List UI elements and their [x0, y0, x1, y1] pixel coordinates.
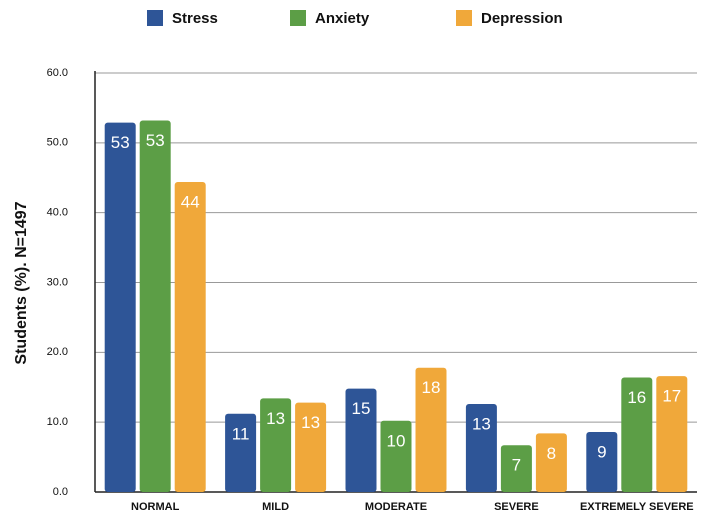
value-label: 15	[352, 399, 371, 418]
value-label: 16	[627, 388, 646, 407]
y-tick-label: 60.0	[47, 67, 68, 79]
value-label: 11	[232, 424, 250, 443]
y-tick-label: 10.0	[47, 416, 68, 428]
y-axis-label: Students (%). N=1497	[13, 201, 30, 364]
bar	[656, 376, 688, 492]
bar	[465, 404, 497, 492]
y-tick-label: 30.0	[47, 276, 68, 288]
y-tick-label: 40.0	[47, 207, 68, 219]
value-label: 13	[472, 414, 491, 433]
value-label: 13	[301, 413, 320, 432]
value-label: 7	[512, 456, 521, 475]
legend-swatch	[147, 10, 163, 26]
bar	[415, 367, 447, 492]
y-tick-label: 50.0	[47, 137, 68, 149]
value-label: 17	[662, 387, 681, 406]
value-label: 9	[597, 442, 606, 461]
bar	[260, 398, 292, 492]
bar	[535, 433, 567, 492]
legend-swatch	[456, 10, 472, 26]
value-label: 53	[146, 131, 165, 150]
value-label: 44	[181, 192, 200, 211]
bar	[225, 413, 257, 492]
x-tick-label: NORMAL	[131, 501, 180, 513]
legend-label: Depression	[481, 10, 563, 27]
value-label: 10	[387, 431, 406, 450]
value-label: 8	[547, 444, 556, 463]
bar	[139, 120, 171, 492]
bar	[500, 445, 532, 492]
bar	[104, 122, 136, 492]
legend-label: Stress	[172, 10, 218, 27]
bar	[586, 431, 618, 492]
value-label: 53	[111, 133, 130, 152]
bar	[174, 181, 206, 492]
legend-swatch	[290, 10, 306, 26]
value-label: 13	[266, 409, 285, 428]
x-tick-label: MODERATE	[365, 501, 427, 513]
y-tick-label: 20.0	[47, 346, 68, 358]
y-tick-label: 0.0	[53, 486, 68, 498]
bar	[345, 388, 377, 492]
x-tick-label: MILD	[262, 501, 289, 513]
x-tick-label: EXTREMELY SEVERE	[580, 501, 694, 513]
value-label: 18	[422, 378, 441, 397]
legend-label: Anxiety	[315, 10, 370, 27]
bar	[380, 420, 412, 492]
bar	[621, 377, 653, 492]
x-tick-label: SEVERE	[494, 501, 539, 513]
bar	[295, 402, 327, 492]
